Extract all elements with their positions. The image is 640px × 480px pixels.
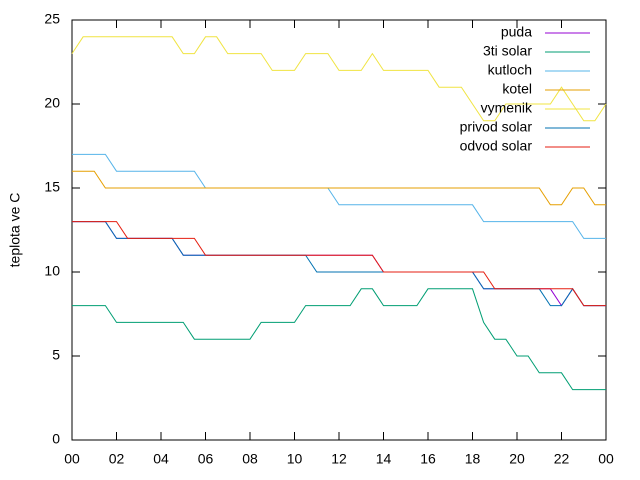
series-line <box>72 153 606 239</box>
x-tick-label: 18 <box>465 451 481 467</box>
x-tick-label: 16 <box>420 451 436 467</box>
legend-label: odvod solar <box>460 138 533 154</box>
x-tick-label: 08 <box>242 451 258 467</box>
x-tick-label: 22 <box>554 451 570 467</box>
x-tick-label: 10 <box>287 451 303 467</box>
y-tick-label: 5 <box>52 347 60 363</box>
legend-label: 3ti solar <box>483 43 532 59</box>
x-tick-label: 02 <box>109 451 125 467</box>
y-tick-label: 10 <box>44 263 60 279</box>
x-tick-label: 14 <box>376 451 392 467</box>
legend-label: kotel <box>502 81 532 97</box>
y-tick-label: 20 <box>44 95 60 111</box>
x-tick-label: 00 <box>64 451 80 467</box>
legend-label: vymenik <box>481 100 533 116</box>
legend-label: privod solar <box>460 119 533 135</box>
x-tick-label: 00 <box>598 451 614 467</box>
y-axis-label: teplota ve C <box>7 193 23 268</box>
y-tick-label: 0 <box>52 431 60 447</box>
series-line <box>72 170 606 206</box>
x-tick-label: 06 <box>198 451 214 467</box>
legend-label: kutloch <box>488 62 532 78</box>
series-line <box>71 36 607 122</box>
x-tick-label: 04 <box>153 451 169 467</box>
x-tick-label: 12 <box>331 451 347 467</box>
y-tick-label: 15 <box>44 179 60 195</box>
x-tick-label: 20 <box>509 451 525 467</box>
legend-label: puda <box>501 24 532 40</box>
series-line <box>72 221 606 307</box>
series-line <box>72 288 606 391</box>
y-tick-label: 25 <box>44 11 60 27</box>
